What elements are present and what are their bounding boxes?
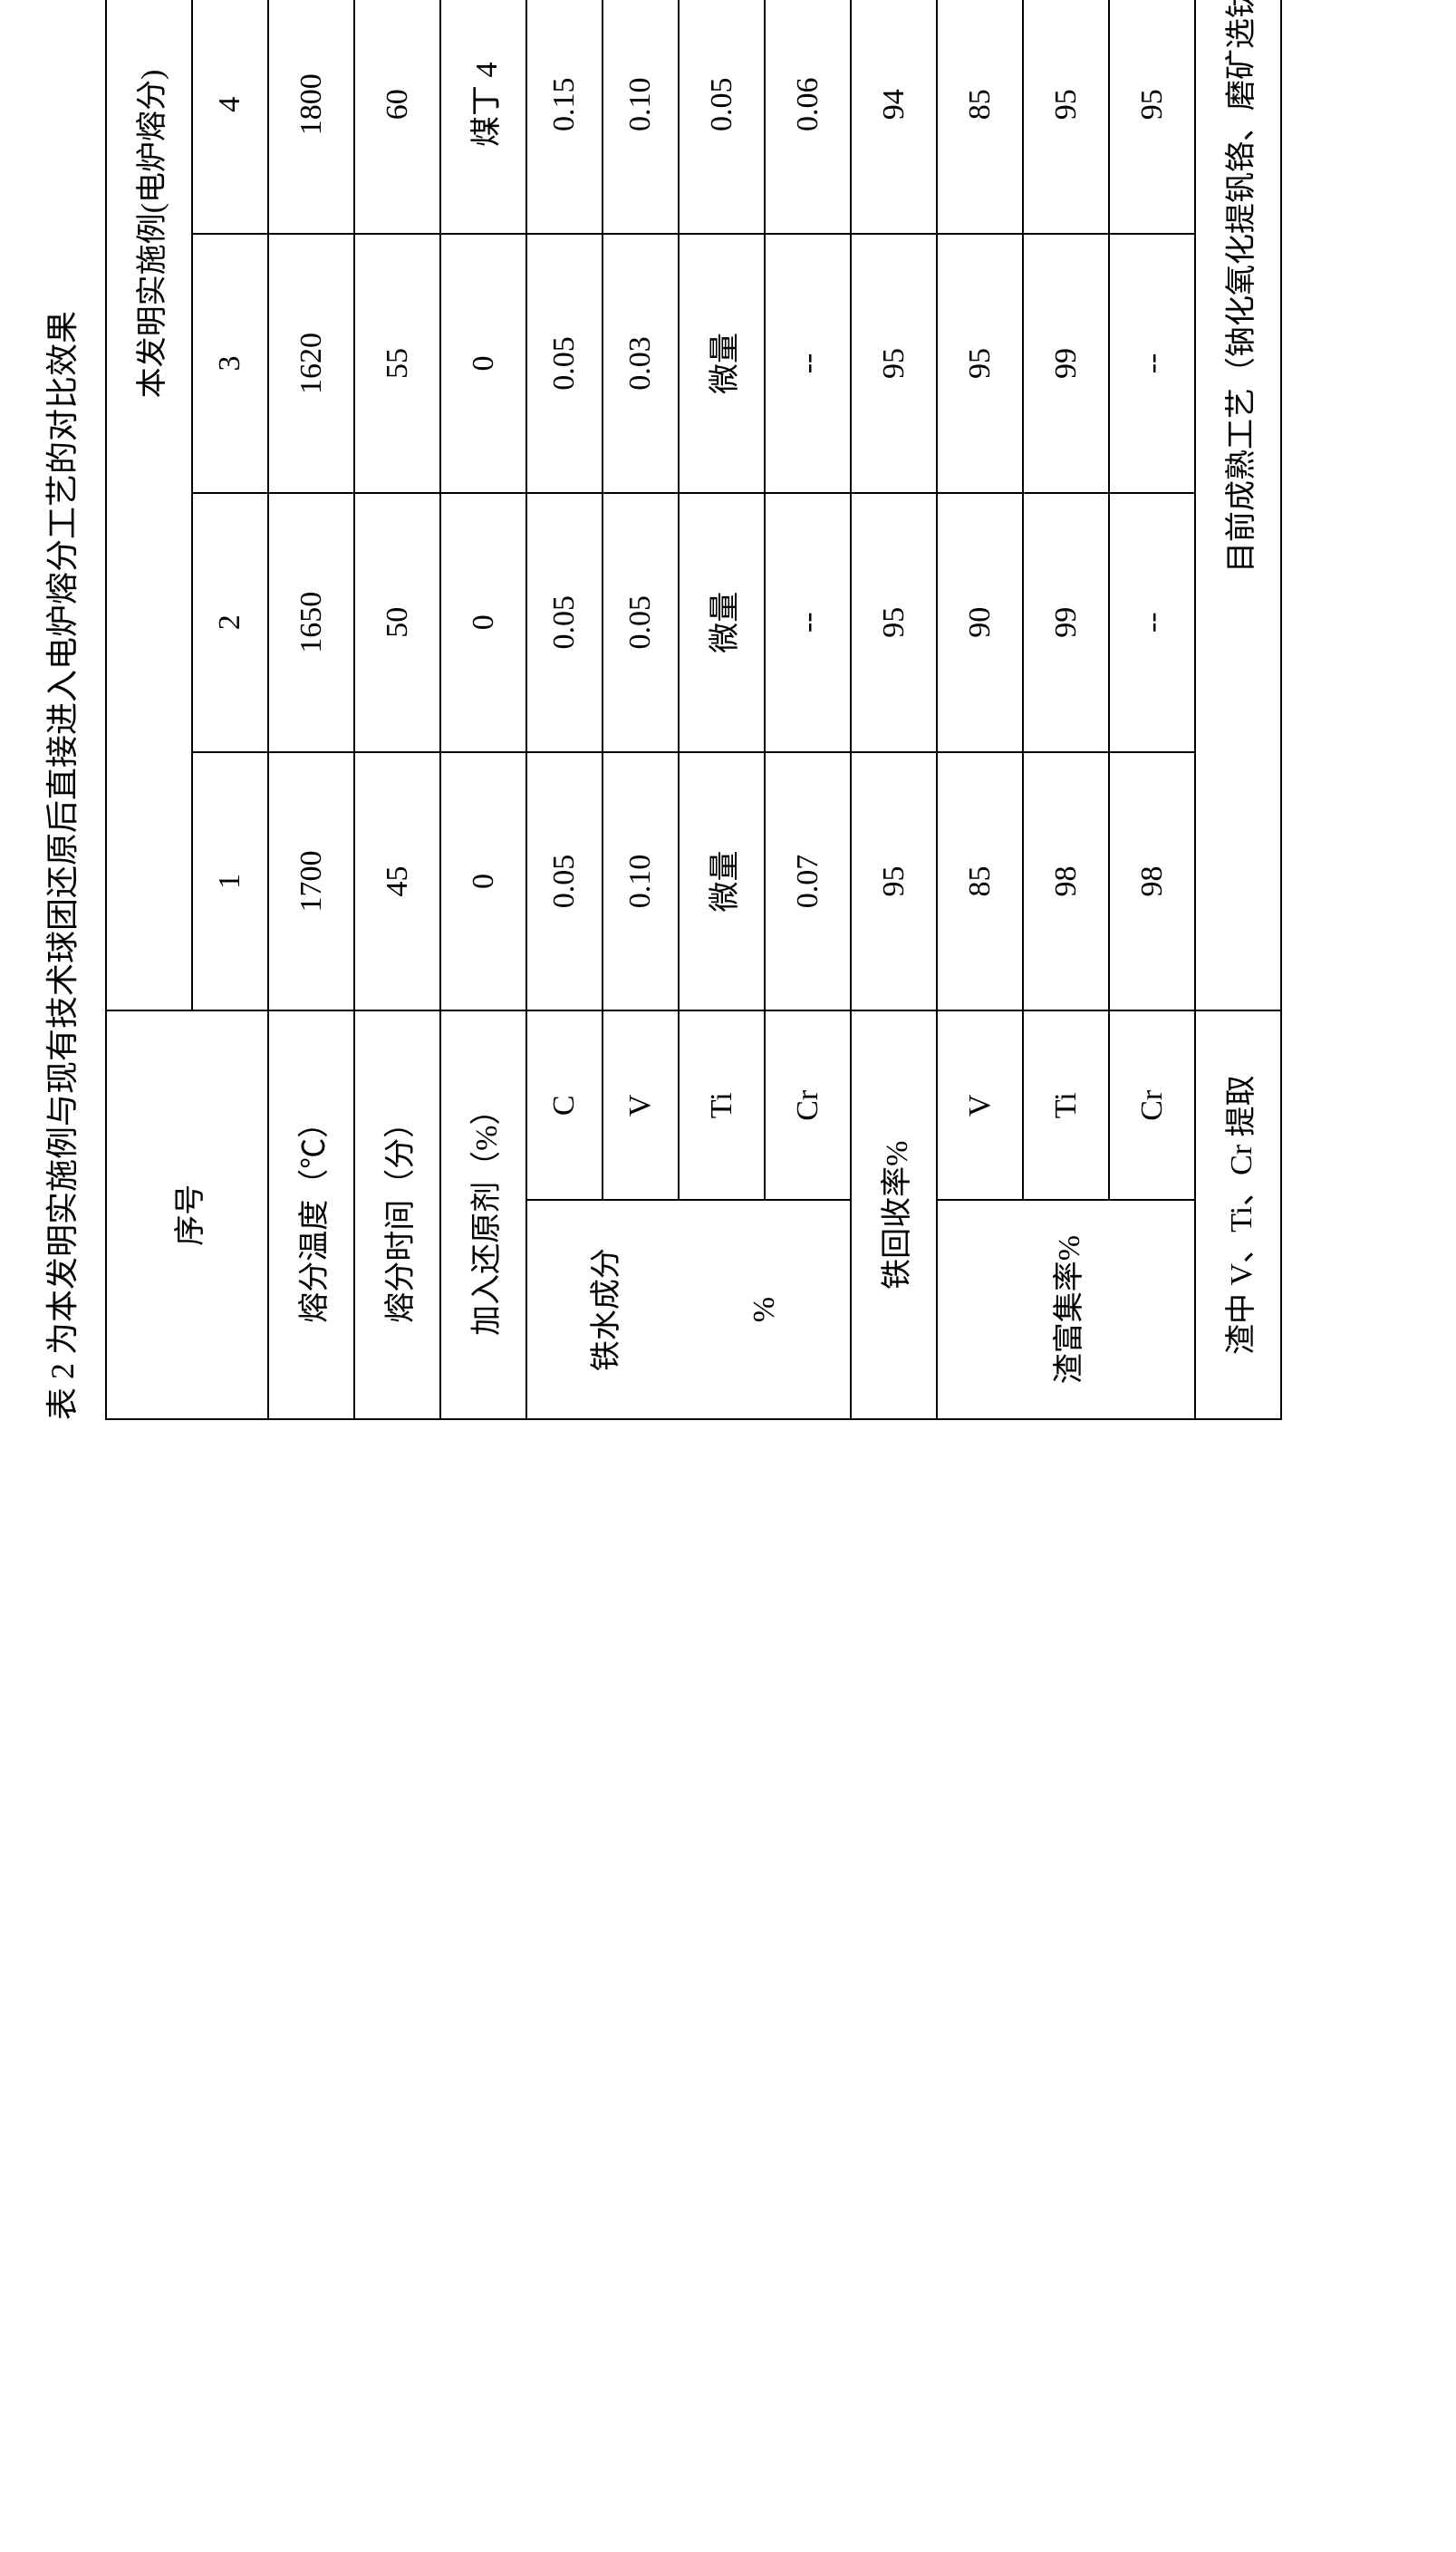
cell: 1650 xyxy=(268,493,354,752)
row-sublabel: V xyxy=(937,1010,1023,1200)
row-sublabel: Ti xyxy=(679,1010,765,1200)
col-num: 4 xyxy=(192,0,268,234)
cell: 60 xyxy=(354,0,440,234)
cell: 0.05 xyxy=(526,752,603,1011)
cell: 0.10 xyxy=(603,752,679,1011)
cell: 95 xyxy=(1023,0,1109,234)
table-caption: 表 2 为本发明实施例与现有技术球团还原后直接进入电炉熔分工艺的对比效果 xyxy=(36,36,83,1420)
row-sublabel: Ti xyxy=(1023,1010,1109,1200)
cell: -- xyxy=(765,493,851,752)
row-sublabel: C xyxy=(526,1010,603,1200)
cell: 0.05 xyxy=(679,0,765,234)
cell: 95 xyxy=(851,234,937,493)
cell: 50 xyxy=(354,493,440,752)
col-num: 2 xyxy=(192,493,268,752)
cell: 85 xyxy=(937,752,1023,1011)
cell: 0.05 xyxy=(526,493,603,752)
cell: 微量 xyxy=(679,493,765,752)
cell: 1620 xyxy=(268,234,354,493)
table-row: 熔分温度（℃） 1700 1650 1620 1800 1700 1750 高炉… xyxy=(268,0,354,1419)
cell: -- xyxy=(765,234,851,493)
cell: 95 xyxy=(851,752,937,1011)
cell: 98 xyxy=(1109,752,1195,1011)
col-num: 1 xyxy=(192,752,268,1011)
cell: 0.15 xyxy=(526,0,603,234)
cell: 90 xyxy=(937,493,1023,752)
cell: 98 xyxy=(1023,752,1109,1011)
cell: 0.10 xyxy=(603,0,679,234)
row-label: 加入还原剂（%） xyxy=(440,1010,526,1419)
row-label: 熔分温度（℃） xyxy=(268,1010,354,1419)
cell: 99 xyxy=(1023,234,1109,493)
cell: 94 xyxy=(851,0,937,234)
table-row: 序号 本发明实施例(电炉熔分) 现有高炉冶炼方法 xyxy=(106,0,192,1419)
table-row: 铁水成分 C 0.05 0.05 0.05 0.15 0.10 0.04 4.2 xyxy=(526,0,603,1419)
cell: 95 xyxy=(851,493,937,752)
cell: 0.05 xyxy=(526,234,603,493)
row-label: 渣富集率% xyxy=(937,1200,1195,1419)
table-row: 熔分时间（分） 45 50 55 60 50 55 xyxy=(354,0,440,1419)
table-row: % Ti 微量 微量 微量 0.05 0.05 0.03 0.23 xyxy=(679,0,765,1419)
row-sublabel: Cr xyxy=(1109,1010,1195,1200)
row-label: 铁水成分 xyxy=(526,1200,679,1419)
cell: 95 xyxy=(1109,0,1195,234)
header-invention: 本发明实施例(电炉熔分) xyxy=(106,0,192,1010)
cell: 1700 xyxy=(268,752,354,1011)
cell: -- xyxy=(1109,493,1195,752)
table-row: 渣富集率% V 85 90 95 85 88 89 50%（损失） xyxy=(937,0,1023,1419)
row-sublabel: V xyxy=(603,1010,679,1200)
cell: 99 xyxy=(1023,493,1109,752)
row-label: 渣中 V、Ti、Cr 提取 xyxy=(1195,1010,1281,1419)
cell: 85 xyxy=(937,0,1023,234)
table-row: 渣中 V、Ti、Cr 提取 目前成熟工艺（钠化氧化提钒铬、磨矿选钛）提取 不能提… xyxy=(1195,0,1281,1419)
cell: 95 xyxy=(937,234,1023,493)
cell: 0.07 xyxy=(765,752,851,1011)
cell: 45 xyxy=(354,752,440,1011)
table-row: 铁回收率% 95 95 95 94 94.5 94.5 93.5 xyxy=(851,0,937,1419)
cell: 微量 xyxy=(679,234,765,493)
row-label: 铁回收率% xyxy=(851,1010,937,1419)
row-sublabel: Cr xyxy=(765,1010,851,1200)
cell: 0.03 xyxy=(603,234,679,493)
cell: 0 xyxy=(440,752,526,1011)
row-label: 熔分时间（分） xyxy=(354,1010,440,1419)
cell: 0.06 xyxy=(765,0,851,234)
header-seq: 序号 xyxy=(106,1010,268,1419)
comparison-table: 序号 本发明实施例(电炉熔分) 现有高炉冶炼方法 1 2 3 4 5 6 7 熔… xyxy=(105,0,1282,1420)
cell: -- xyxy=(1109,234,1195,493)
cell: 微量 xyxy=(679,752,765,1011)
col-num: 3 xyxy=(192,234,268,493)
cell: 目前成熟工艺（钠化氧化提钒铬、磨矿选钛）提取 xyxy=(1195,0,1281,1010)
cell: 1800 xyxy=(268,0,354,234)
cell: 55 xyxy=(354,234,440,493)
cell: 0.05 xyxy=(603,493,679,752)
cell: 0 xyxy=(440,493,526,752)
row-label: % xyxy=(679,1200,851,1419)
table-row: 加入还原剂（%） 0 0 0 煤丁 4 焦丁 2 0 xyxy=(440,0,526,1419)
cell: 0 xyxy=(440,234,526,493)
cell: 煤丁 4 xyxy=(440,0,526,234)
